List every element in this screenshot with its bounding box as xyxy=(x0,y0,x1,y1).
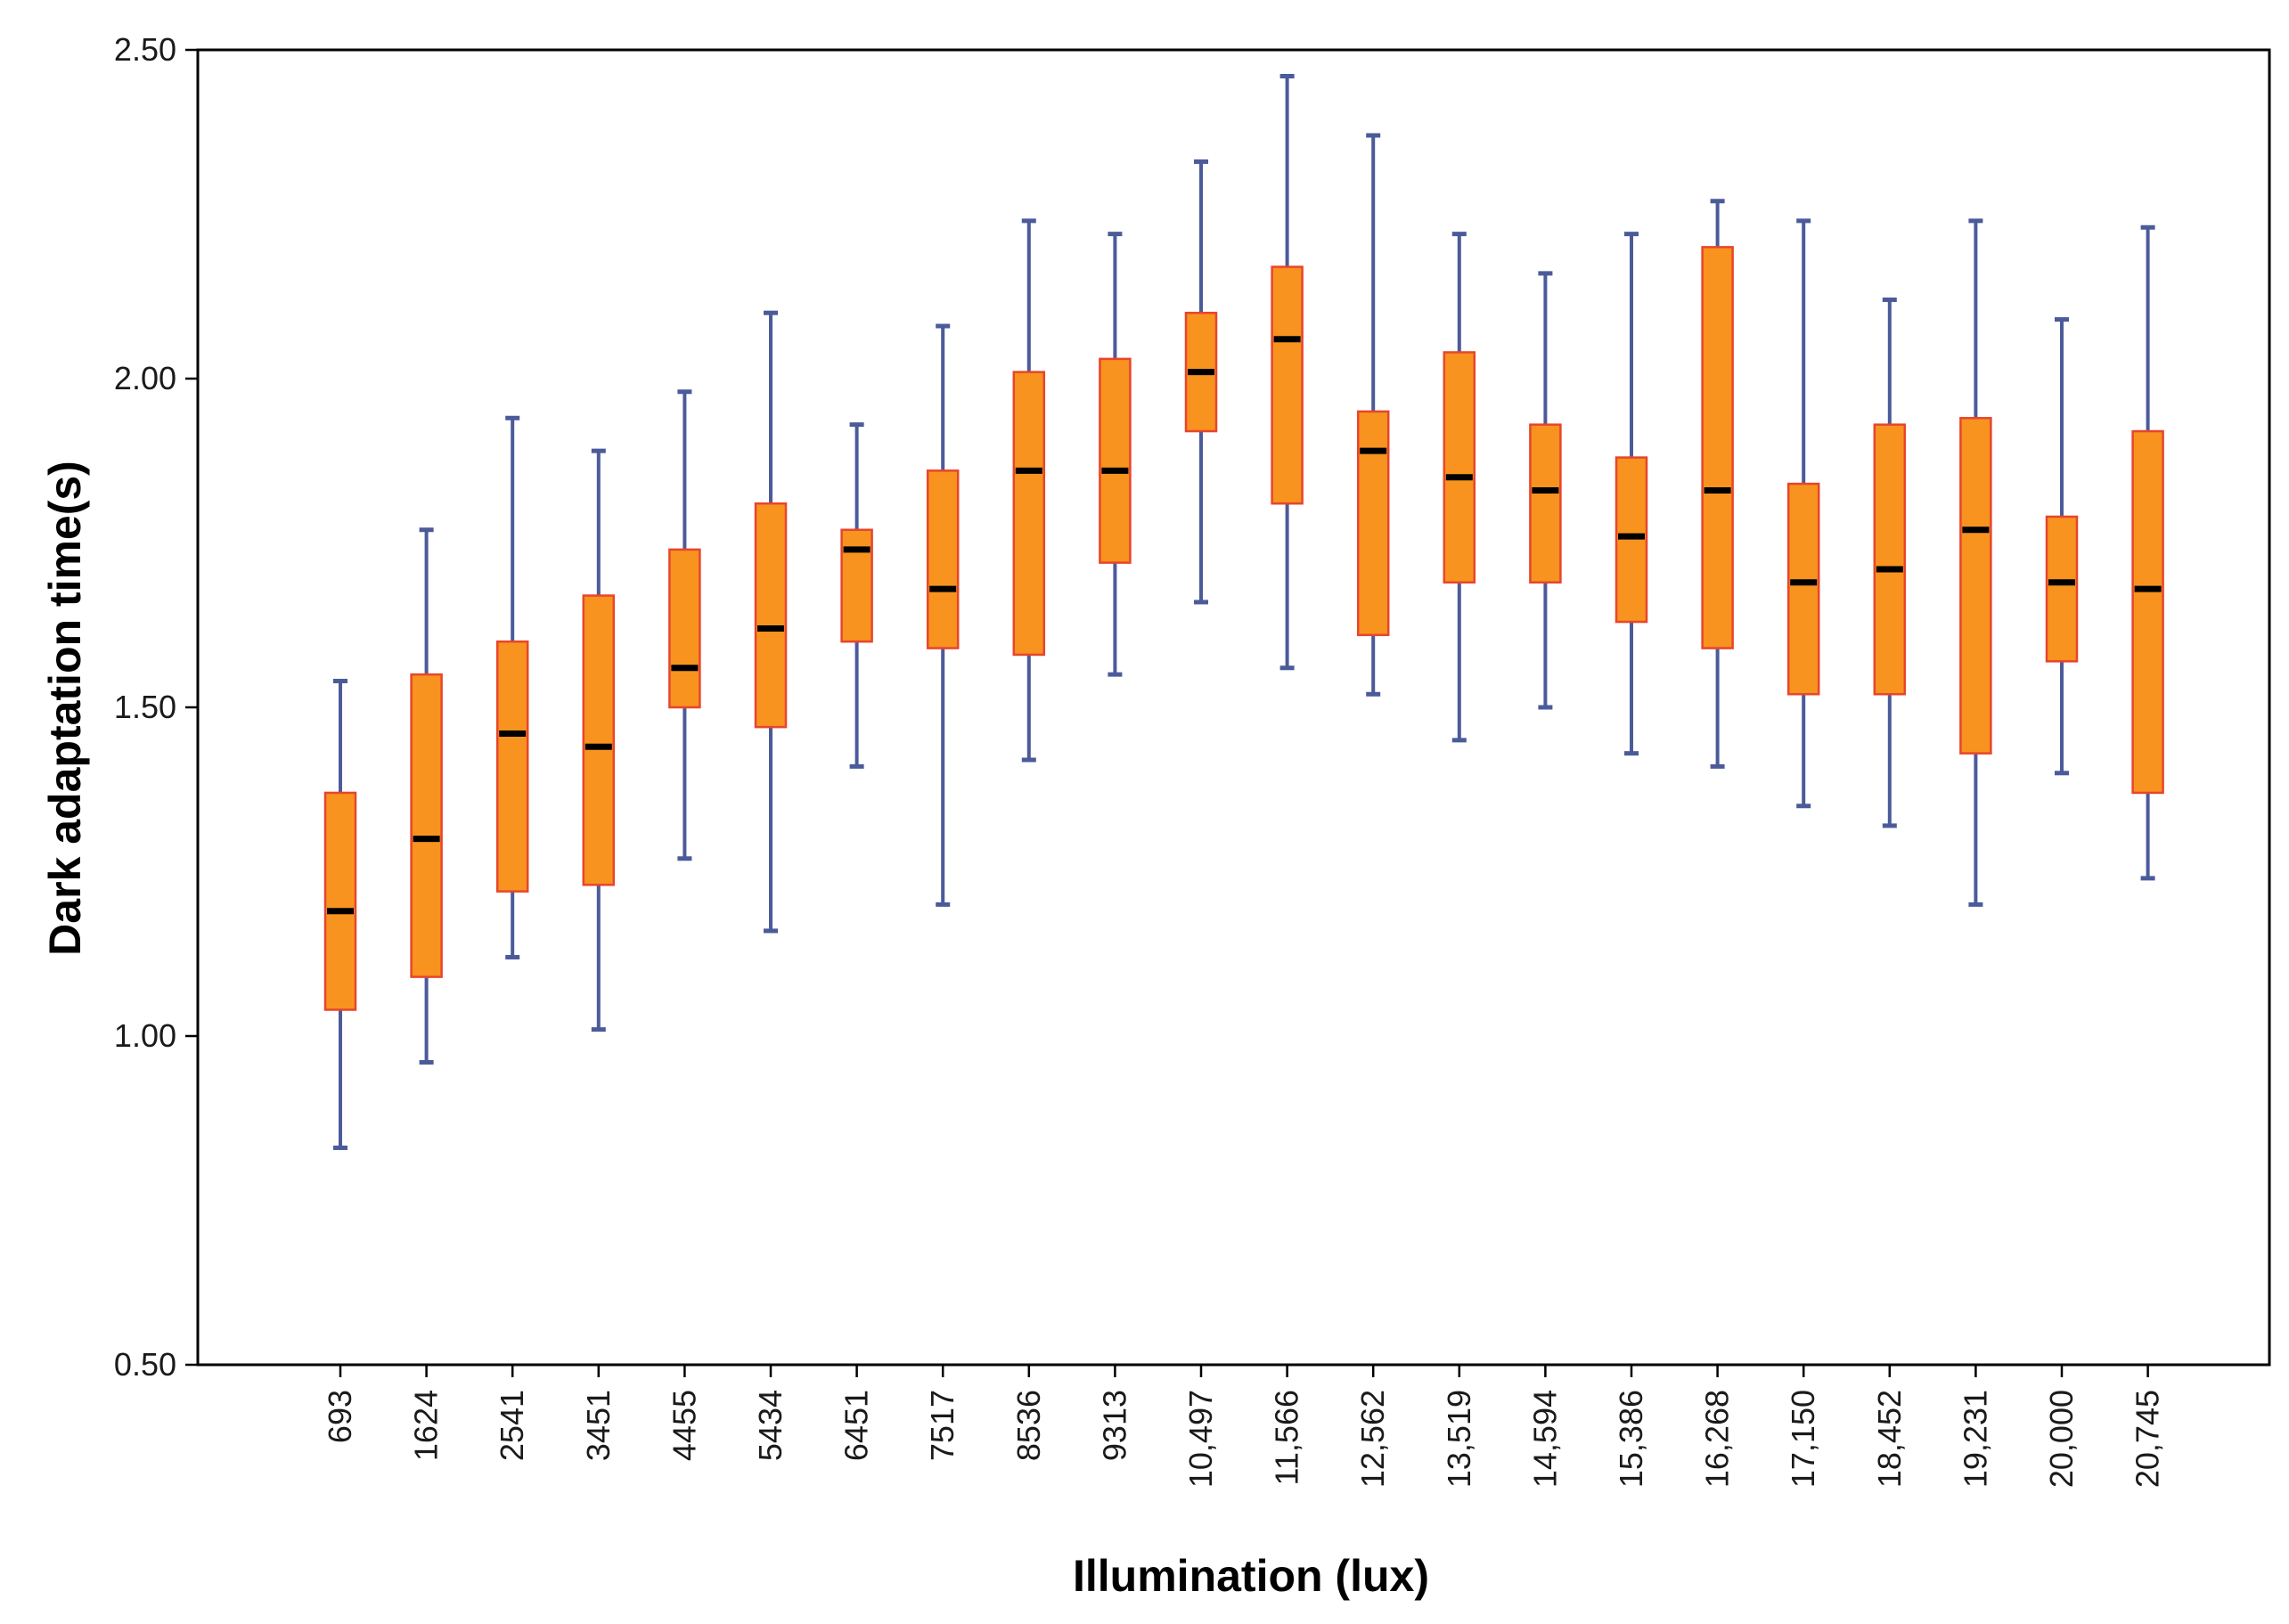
box-15,386 xyxy=(1615,232,1648,756)
box-8536 xyxy=(1012,218,1046,763)
box-iqr xyxy=(1786,482,1820,696)
box-13,519 xyxy=(1443,232,1476,743)
box-6451 xyxy=(840,422,873,769)
box-series xyxy=(323,74,2164,1150)
x-tick-label: 15,386 xyxy=(1613,1390,1649,1488)
box-19,231 xyxy=(1959,218,1992,907)
y-axis-title: Dark adaptation time(s) xyxy=(40,461,90,956)
x-tick-label: 12,562 xyxy=(1354,1390,1391,1488)
box-14,594 xyxy=(1529,271,1562,710)
box-iqr xyxy=(1099,357,1132,564)
box-iqr xyxy=(668,548,701,709)
box-iqr xyxy=(323,791,357,1011)
y-tick-label: 0.50 xyxy=(114,1346,176,1383)
x-tick-label: 11,566 xyxy=(1269,1390,1305,1485)
box-4455 xyxy=(668,389,701,861)
x-tick-label: 693 xyxy=(322,1390,358,1443)
box-7517 xyxy=(926,323,960,907)
x-tick-label: 14,594 xyxy=(1526,1390,1563,1488)
box-20,000 xyxy=(2045,317,2079,776)
box-693 xyxy=(323,678,357,1150)
box-iqr xyxy=(1873,423,1907,696)
x-tick-label: 7517 xyxy=(924,1390,961,1461)
x-tick-label: 20,745 xyxy=(2130,1390,2166,1488)
y-tick-label: 2.50 xyxy=(114,31,176,68)
x-tick-label: 10,497 xyxy=(1182,1390,1219,1488)
box-iqr xyxy=(410,673,443,978)
x-tick-label: 18,452 xyxy=(1871,1390,1908,1488)
box-iqr xyxy=(1615,456,1648,624)
box-iqr xyxy=(1271,265,1304,505)
x-tick-label: 17,150 xyxy=(1785,1390,1821,1488)
y-tick-label: 1.50 xyxy=(114,689,176,725)
box-iqr xyxy=(2131,429,2164,795)
x-tick-label: 16,268 xyxy=(1699,1390,1736,1488)
x-tick-label: 19,231 xyxy=(1957,1390,1993,1488)
box-2541 xyxy=(495,415,529,959)
box-20,745 xyxy=(2131,224,2164,881)
box-10,497 xyxy=(1184,159,1218,605)
box-iqr xyxy=(1701,246,1734,649)
box-iqr xyxy=(1529,423,1562,584)
x-tick-label: 4455 xyxy=(666,1390,702,1461)
x-tick-label: 5434 xyxy=(752,1390,789,1461)
box-1624 xyxy=(410,527,443,1065)
box-iqr xyxy=(1356,410,1390,637)
x-tick-label: 13,519 xyxy=(1441,1390,1477,1488)
box-iqr xyxy=(2045,515,2079,663)
box-iqr xyxy=(926,469,960,649)
x-tick-label: 9313 xyxy=(1096,1390,1132,1461)
box-iqr xyxy=(1443,351,1476,584)
y-tick-label: 2.00 xyxy=(114,360,176,396)
x-tick-label: 20,000 xyxy=(2043,1390,2080,1488)
y-tick-label: 1.00 xyxy=(114,1017,176,1054)
x-axis-title: Illumination (lux) xyxy=(1073,1551,1429,1601)
box-iqr xyxy=(1959,417,1992,755)
box-iqr xyxy=(495,640,529,893)
x-tick-label: 8536 xyxy=(1010,1390,1047,1461)
x-axis: 693 1624 2541 3451 4455 5434 6451 7517 8536 9313 1… xyxy=(322,1365,2166,1488)
box-16,268 xyxy=(1701,199,1734,769)
box-18,452 xyxy=(1873,297,1907,828)
box-12,562 xyxy=(1356,133,1390,697)
x-tick-label: 1624 xyxy=(408,1390,445,1461)
y-axis: 0.50 1.00 1.50 2.00 2.50 xyxy=(114,31,198,1383)
x-tick-label: 3451 xyxy=(580,1390,617,1461)
box-5434 xyxy=(754,310,788,934)
box-11,566 xyxy=(1271,74,1304,671)
box-iqr xyxy=(754,502,788,729)
box-iqr xyxy=(582,594,616,886)
x-tick-label: 2541 xyxy=(494,1390,530,1461)
box-9313 xyxy=(1099,232,1132,677)
box-iqr xyxy=(1012,371,1046,657)
box-17,150 xyxy=(1786,218,1820,809)
x-tick-label: 6451 xyxy=(838,1390,875,1461)
box-3451 xyxy=(582,448,616,1032)
